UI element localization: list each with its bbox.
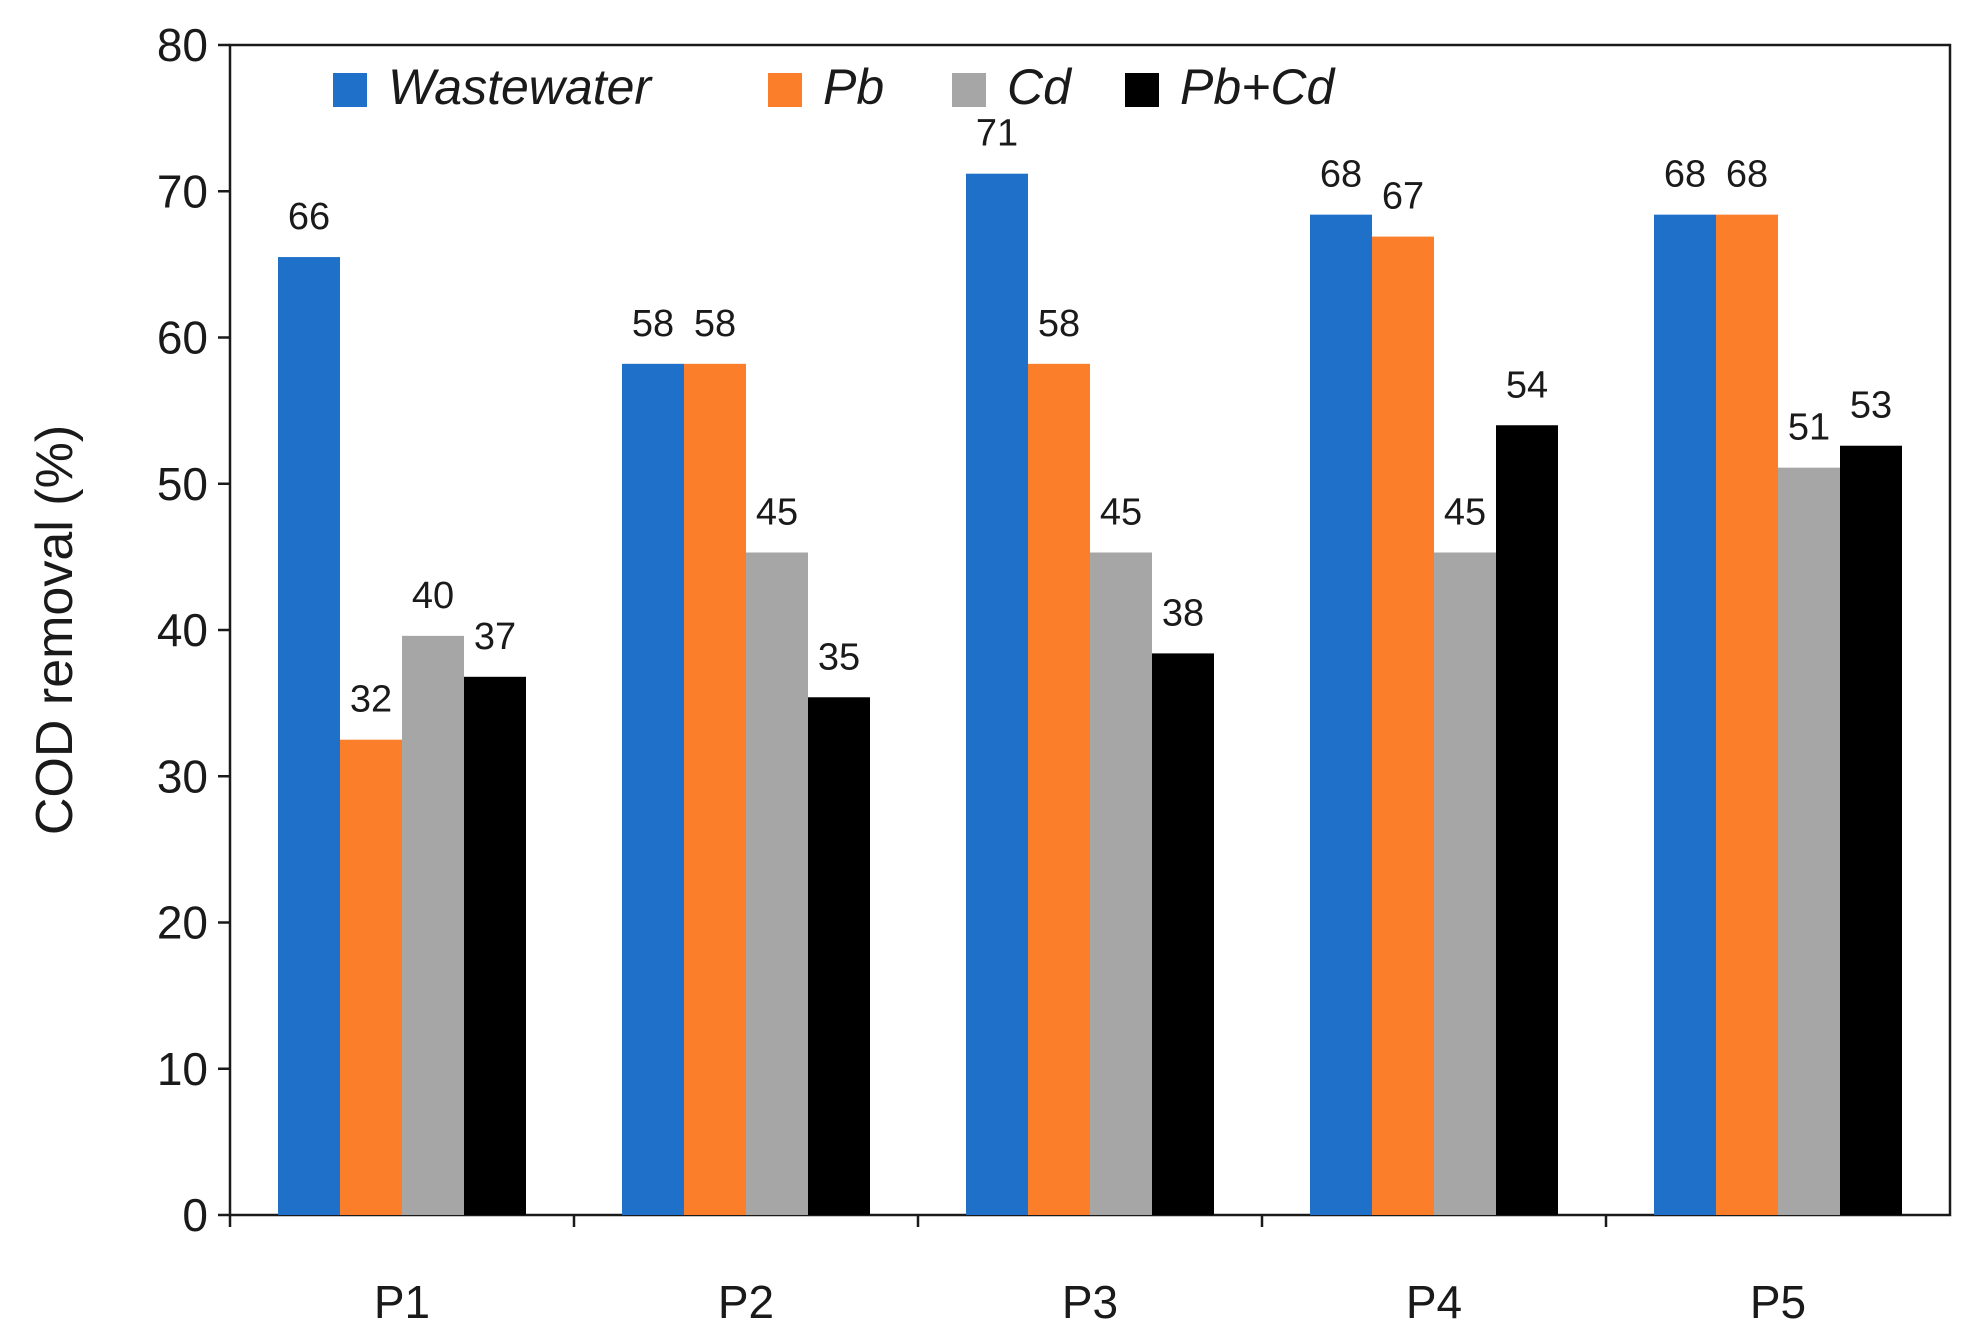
x-tick-label: P4: [1406, 1276, 1462, 1328]
data-label: 66: [288, 196, 330, 238]
y-tick-label: 10: [157, 1043, 208, 1095]
data-label: 68: [1320, 154, 1362, 196]
data-label: 38: [1162, 592, 1204, 634]
data-labels-group: 66 32 40 37 58 58 45 35 71 58 45 38 68 67 45 54 68 68 51 53: [288, 113, 1892, 721]
bar-p5-pb: [1716, 214, 1778, 1215]
x-tick-label: P2: [718, 1276, 774, 1328]
legend: Wastewater Pb Cd Pb+Cd: [333, 59, 1336, 115]
x-tick-label: P5: [1750, 1276, 1806, 1328]
bar-p3-pb: [1028, 363, 1090, 1215]
data-label: 32: [350, 679, 392, 721]
bar-p5-pb-cd: [1840, 445, 1902, 1216]
bar-p1-pb-cd: [464, 676, 526, 1215]
bar-p4-pb-cd: [1496, 425, 1558, 1215]
y-tick-label: 30: [157, 750, 208, 802]
y-tick-label: 50: [157, 458, 208, 510]
legend-label: Wastewater: [388, 59, 653, 115]
data-label: 67: [1382, 176, 1424, 218]
data-label: 58: [632, 303, 674, 345]
legend-swatch: [1125, 73, 1159, 107]
data-label: 45: [1444, 491, 1486, 533]
bar-p4-pb: [1372, 236, 1434, 1215]
data-label: 40: [412, 575, 454, 617]
bar-p1-wastewater: [278, 257, 340, 1215]
bar-p5-cd: [1778, 467, 1840, 1216]
legend-swatch: [768, 73, 802, 107]
bar-p1-cd: [402, 635, 464, 1215]
y-tick-label: 80: [157, 19, 208, 71]
y-axis-title: COD removal (%): [26, 425, 84, 835]
bar-p2-pb: [684, 363, 746, 1215]
legend-label: Pb: [823, 59, 884, 115]
data-label: 58: [694, 303, 736, 345]
y-tick-label: 0: [182, 1189, 208, 1241]
legend-label: Pb+Cd: [1180, 59, 1336, 115]
bar-p1-pb: [340, 739, 402, 1215]
data-label: 54: [1506, 364, 1548, 406]
x-axis: P1 P2 P3 P4 P5: [228, 1215, 1806, 1328]
bar-p4-cd: [1434, 552, 1496, 1215]
bar-p3-wastewater: [966, 173, 1028, 1216]
bars-group: [278, 173, 1902, 1216]
data-label: 35: [818, 636, 860, 678]
legend-label: Cd: [1007, 59, 1073, 115]
data-label: 53: [1850, 385, 1892, 427]
x-tick-label: P1: [374, 1276, 430, 1328]
data-label: 45: [756, 491, 798, 533]
y-tick-label: 40: [157, 604, 208, 656]
legend-swatch: [952, 73, 986, 107]
data-label: 51: [1788, 407, 1830, 449]
y-axis: 0 10 20 30 40 50 60 70 80: [157, 19, 230, 1241]
bar-p5-wastewater: [1654, 214, 1716, 1215]
y-tick-label: 20: [157, 897, 208, 949]
bar-p2-cd: [746, 552, 808, 1215]
legend-swatch: [333, 73, 367, 107]
x-tick-label: P3: [1062, 1276, 1118, 1328]
bar-p3-pb-cd: [1152, 653, 1214, 1215]
data-label: 58: [1038, 303, 1080, 345]
data-label: 45: [1100, 491, 1142, 533]
data-label: 71: [976, 113, 1018, 155]
data-label: 68: [1726, 154, 1768, 196]
bar-p3-cd: [1090, 552, 1152, 1215]
bar-p4-wastewater: [1310, 214, 1372, 1215]
bar-p2-wastewater: [622, 363, 684, 1215]
data-label: 68: [1664, 154, 1706, 196]
bar-p2-pb-cd: [808, 697, 870, 1215]
data-label: 37: [474, 616, 516, 658]
y-tick-label: 60: [157, 312, 208, 364]
y-tick-label: 70: [157, 165, 208, 217]
